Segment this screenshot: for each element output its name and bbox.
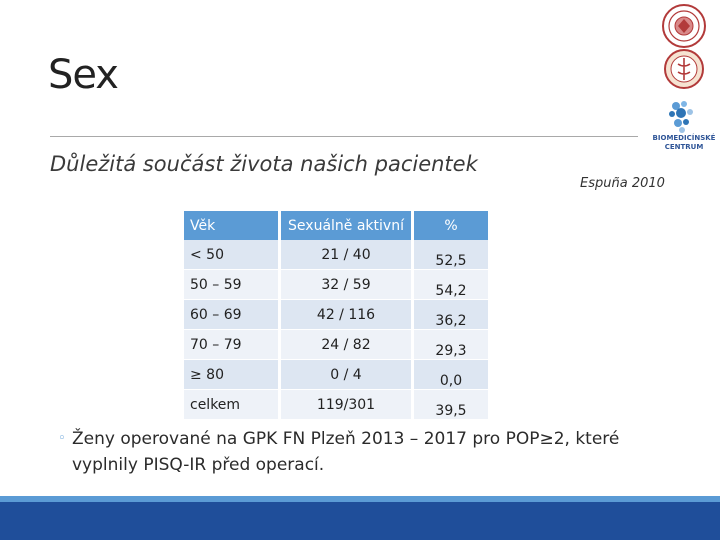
bmc-label-line1: BIOMEDICÍNSKÉ bbox=[652, 134, 716, 142]
table-header-row: Věk Sexuálně aktivní % bbox=[184, 211, 491, 240]
header-sexually-active: Sexuálně aktivní bbox=[279, 211, 414, 240]
table-row: 60 – 69 42 / 116 36,2 bbox=[184, 299, 491, 330]
cell-active: 119/301 bbox=[279, 389, 414, 420]
table-row-total: celkem 119/301 39,5 bbox=[184, 389, 491, 420]
title-divider bbox=[50, 136, 638, 137]
table-row: 50 – 59 32 / 59 54,2 bbox=[184, 269, 491, 300]
header-age: Věk bbox=[184, 211, 281, 240]
cell-age: < 50 bbox=[184, 240, 281, 270]
cell-percent: 0,0 bbox=[412, 359, 491, 390]
header-percent: % bbox=[412, 211, 491, 240]
cell-age: celkem bbox=[184, 389, 281, 420]
medical-faculty-logo bbox=[664, 49, 704, 89]
slide-title: Sex bbox=[48, 52, 119, 98]
cell-percent: 39,5 bbox=[412, 389, 491, 420]
age-activity-table: Věk Sexuálně aktivní % < 50 21 / 40 52,5… bbox=[184, 211, 491, 420]
cell-percent: 52,5 bbox=[412, 240, 491, 270]
university-seal-logo bbox=[662, 4, 706, 48]
bullet-text: Ženy operované na GPK FN Plzeň 2013 – 20… bbox=[72, 429, 620, 475]
footer-accent-bar bbox=[0, 496, 720, 502]
cell-active: 0 / 4 bbox=[279, 359, 414, 390]
cell-percent: 29,3 bbox=[412, 329, 491, 360]
bmc-label-line2: CENTRUM bbox=[664, 143, 704, 151]
cell-age: 60 – 69 bbox=[184, 299, 281, 330]
table-row: < 50 21 / 40 52,5 bbox=[184, 240, 491, 270]
cell-active: 21 / 40 bbox=[279, 240, 414, 270]
cell-percent: 54,2 bbox=[412, 269, 491, 300]
cell-age: 70 – 79 bbox=[184, 329, 281, 360]
cell-active: 32 / 59 bbox=[279, 269, 414, 300]
table-row: ≥ 80 0 / 4 0,0 bbox=[184, 359, 491, 390]
cell-active: 24 / 82 bbox=[279, 329, 414, 360]
cell-age: 50 – 59 bbox=[184, 269, 281, 300]
biomedical-centre-logo: BIOMEDICÍNSKÉ CENTRUM bbox=[648, 98, 720, 156]
bmc-molecule-icon bbox=[669, 101, 693, 133]
table-row: 70 – 79 24 / 82 29,3 bbox=[184, 329, 491, 360]
cell-age: ≥ 80 bbox=[184, 359, 281, 390]
cell-active: 42 / 116 bbox=[279, 299, 414, 330]
bullet-note: ◦ Ženy operované na GPK FN Plzeň 2013 – … bbox=[58, 426, 658, 478]
footer-bar bbox=[0, 502, 720, 540]
cell-percent: 36,2 bbox=[412, 299, 491, 330]
slide-subtitle: Důležitá součást života našich pacientek bbox=[50, 152, 478, 176]
citation: Espuña 2010 bbox=[580, 176, 665, 191]
bullet-icon: ◦ bbox=[58, 431, 66, 446]
